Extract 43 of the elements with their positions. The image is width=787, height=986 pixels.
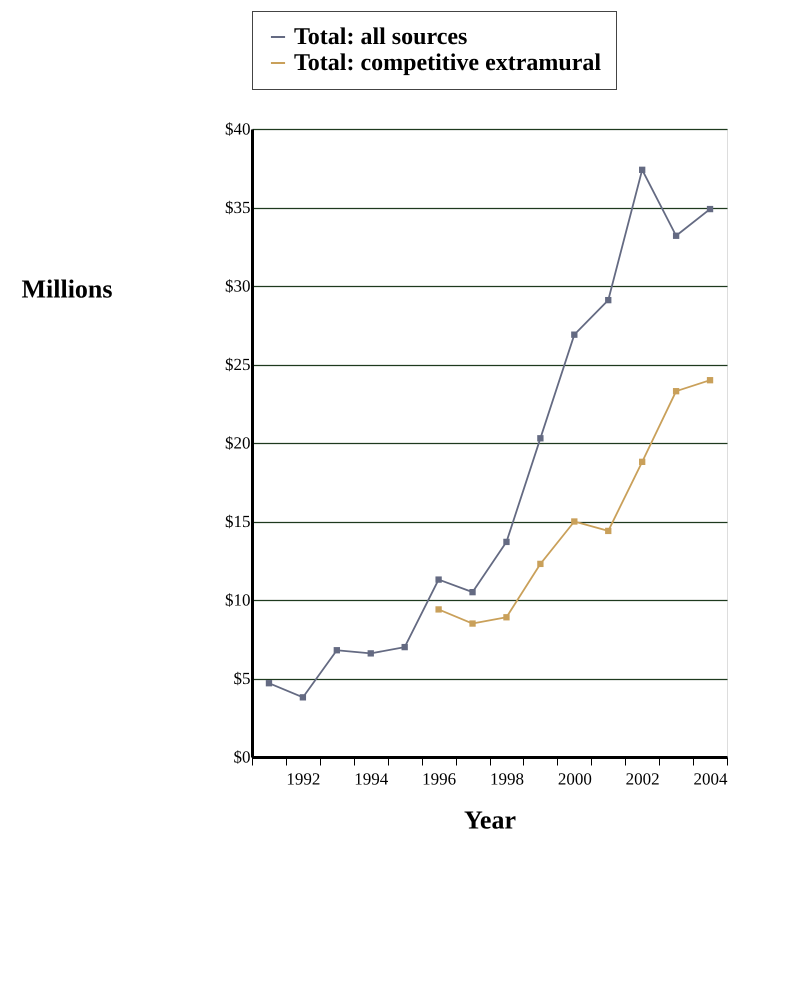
y-tick-label: $35 [225,198,250,217]
x-tick-label: 1992 [286,770,320,788]
y-tick-label: $10 [225,590,250,610]
point [537,560,544,568]
point [571,518,578,525]
point [368,650,374,657]
point [469,588,476,596]
point [469,620,476,627]
y-axis-title: Millions [21,274,112,304]
point [706,206,714,212]
point [503,538,510,546]
x-tick-label: 1996 [422,770,456,788]
y-tick-label: $15 [225,512,250,531]
legend-label: Total: all sources [294,24,468,50]
point [639,458,646,466]
point [639,166,646,173]
point [266,680,272,686]
x-tick-label: 2000 [558,770,592,788]
point [334,647,340,654]
point [503,614,510,620]
y-tick-label: $5 [234,669,250,688]
point [672,232,680,239]
point [605,296,612,304]
y-tick-label: $20 [225,434,250,452]
x-tick-label: 2002 [626,770,660,788]
x-tick-label: 1994 [354,770,389,788]
x-tick-label: 1998 [490,770,524,788]
point [537,435,544,442]
point [435,606,442,613]
x-tick-label: 2004 [694,770,728,788]
point [435,576,442,583]
y-tick-label: $30 [225,276,250,296]
legend-label: Total: competitive extramural [294,50,602,76]
point [605,528,612,534]
point [402,644,408,650]
point [300,694,306,701]
point [672,388,680,394]
y-tick-label: $40 [225,120,250,138]
point [571,332,578,338]
y-tick-label: $0 [234,748,250,766]
y-tick-label: $25 [225,355,250,374]
point [706,377,714,384]
x-axis-title: Year [464,806,516,834]
